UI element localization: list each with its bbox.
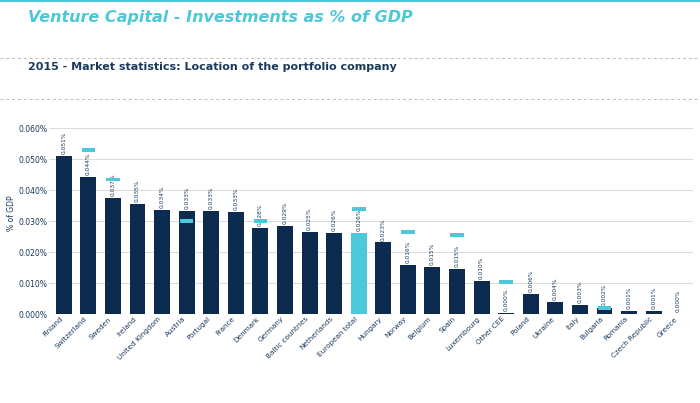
Text: 0.051%: 0.051% — [61, 131, 66, 154]
Text: 0.037%: 0.037% — [111, 174, 116, 196]
Bar — [130, 204, 146, 314]
Bar — [277, 226, 293, 314]
Bar — [228, 212, 244, 314]
Text: 0.000%: 0.000% — [504, 288, 509, 311]
Bar — [180, 220, 193, 223]
Bar — [375, 243, 391, 314]
Bar — [203, 211, 219, 314]
Text: 0.026%: 0.026% — [332, 208, 337, 231]
Bar — [572, 305, 588, 314]
Text: 0.033%: 0.033% — [233, 187, 238, 210]
Text: 0.028%: 0.028% — [258, 204, 263, 226]
Bar — [400, 265, 416, 314]
Text: 0.001%: 0.001% — [626, 287, 631, 309]
Bar — [56, 156, 71, 314]
Bar — [154, 210, 170, 314]
Bar — [81, 148, 95, 152]
Text: 0.044%: 0.044% — [86, 152, 91, 175]
Text: 0.015%: 0.015% — [430, 243, 435, 265]
Bar — [253, 220, 267, 223]
Text: 0.010%: 0.010% — [479, 257, 484, 279]
Bar — [352, 207, 365, 211]
Bar — [178, 211, 195, 314]
Text: 0.003%: 0.003% — [578, 280, 582, 303]
Text: 2015 - Market statistics: Location of the portfolio company: 2015 - Market statistics: Location of th… — [28, 62, 397, 73]
Text: 0.033%: 0.033% — [184, 187, 189, 209]
Text: 0.026%: 0.026% — [356, 208, 361, 231]
Text: 0.034%: 0.034% — [160, 185, 164, 208]
Text: 0.002%: 0.002% — [602, 283, 607, 305]
Bar — [450, 233, 464, 237]
Bar — [105, 198, 121, 314]
Text: 0.023%: 0.023% — [381, 218, 386, 241]
Bar — [449, 269, 465, 314]
Bar — [80, 177, 97, 314]
Bar — [547, 302, 564, 314]
Text: 0.004%: 0.004% — [553, 277, 558, 300]
Bar — [621, 311, 637, 314]
Text: 0.025%: 0.025% — [307, 208, 312, 231]
Bar — [106, 178, 120, 181]
Text: 0.015%: 0.015% — [454, 245, 459, 267]
Text: 0.016%: 0.016% — [405, 241, 410, 263]
Text: 0.006%: 0.006% — [528, 270, 533, 292]
Bar — [499, 280, 513, 284]
Text: Venture Capital - Investments as % of GDP: Venture Capital - Investments as % of GD… — [28, 10, 413, 25]
Bar — [645, 311, 661, 314]
Bar — [253, 228, 268, 314]
Bar — [302, 232, 318, 314]
Text: 0.033%: 0.033% — [209, 187, 214, 209]
Bar — [424, 267, 440, 314]
Bar — [523, 294, 539, 314]
Bar — [326, 233, 342, 314]
Bar — [474, 281, 489, 314]
Bar — [351, 233, 367, 314]
Bar — [498, 313, 514, 314]
Bar — [596, 307, 612, 314]
Text: 0.001%: 0.001% — [651, 287, 656, 309]
Bar — [598, 306, 611, 310]
Text: 0.035%: 0.035% — [135, 180, 140, 202]
Text: 0.029%: 0.029% — [283, 202, 288, 224]
Text: 0.000%: 0.000% — [676, 290, 681, 312]
Y-axis label: % of GDP: % of GDP — [7, 196, 16, 231]
Bar — [401, 231, 414, 234]
